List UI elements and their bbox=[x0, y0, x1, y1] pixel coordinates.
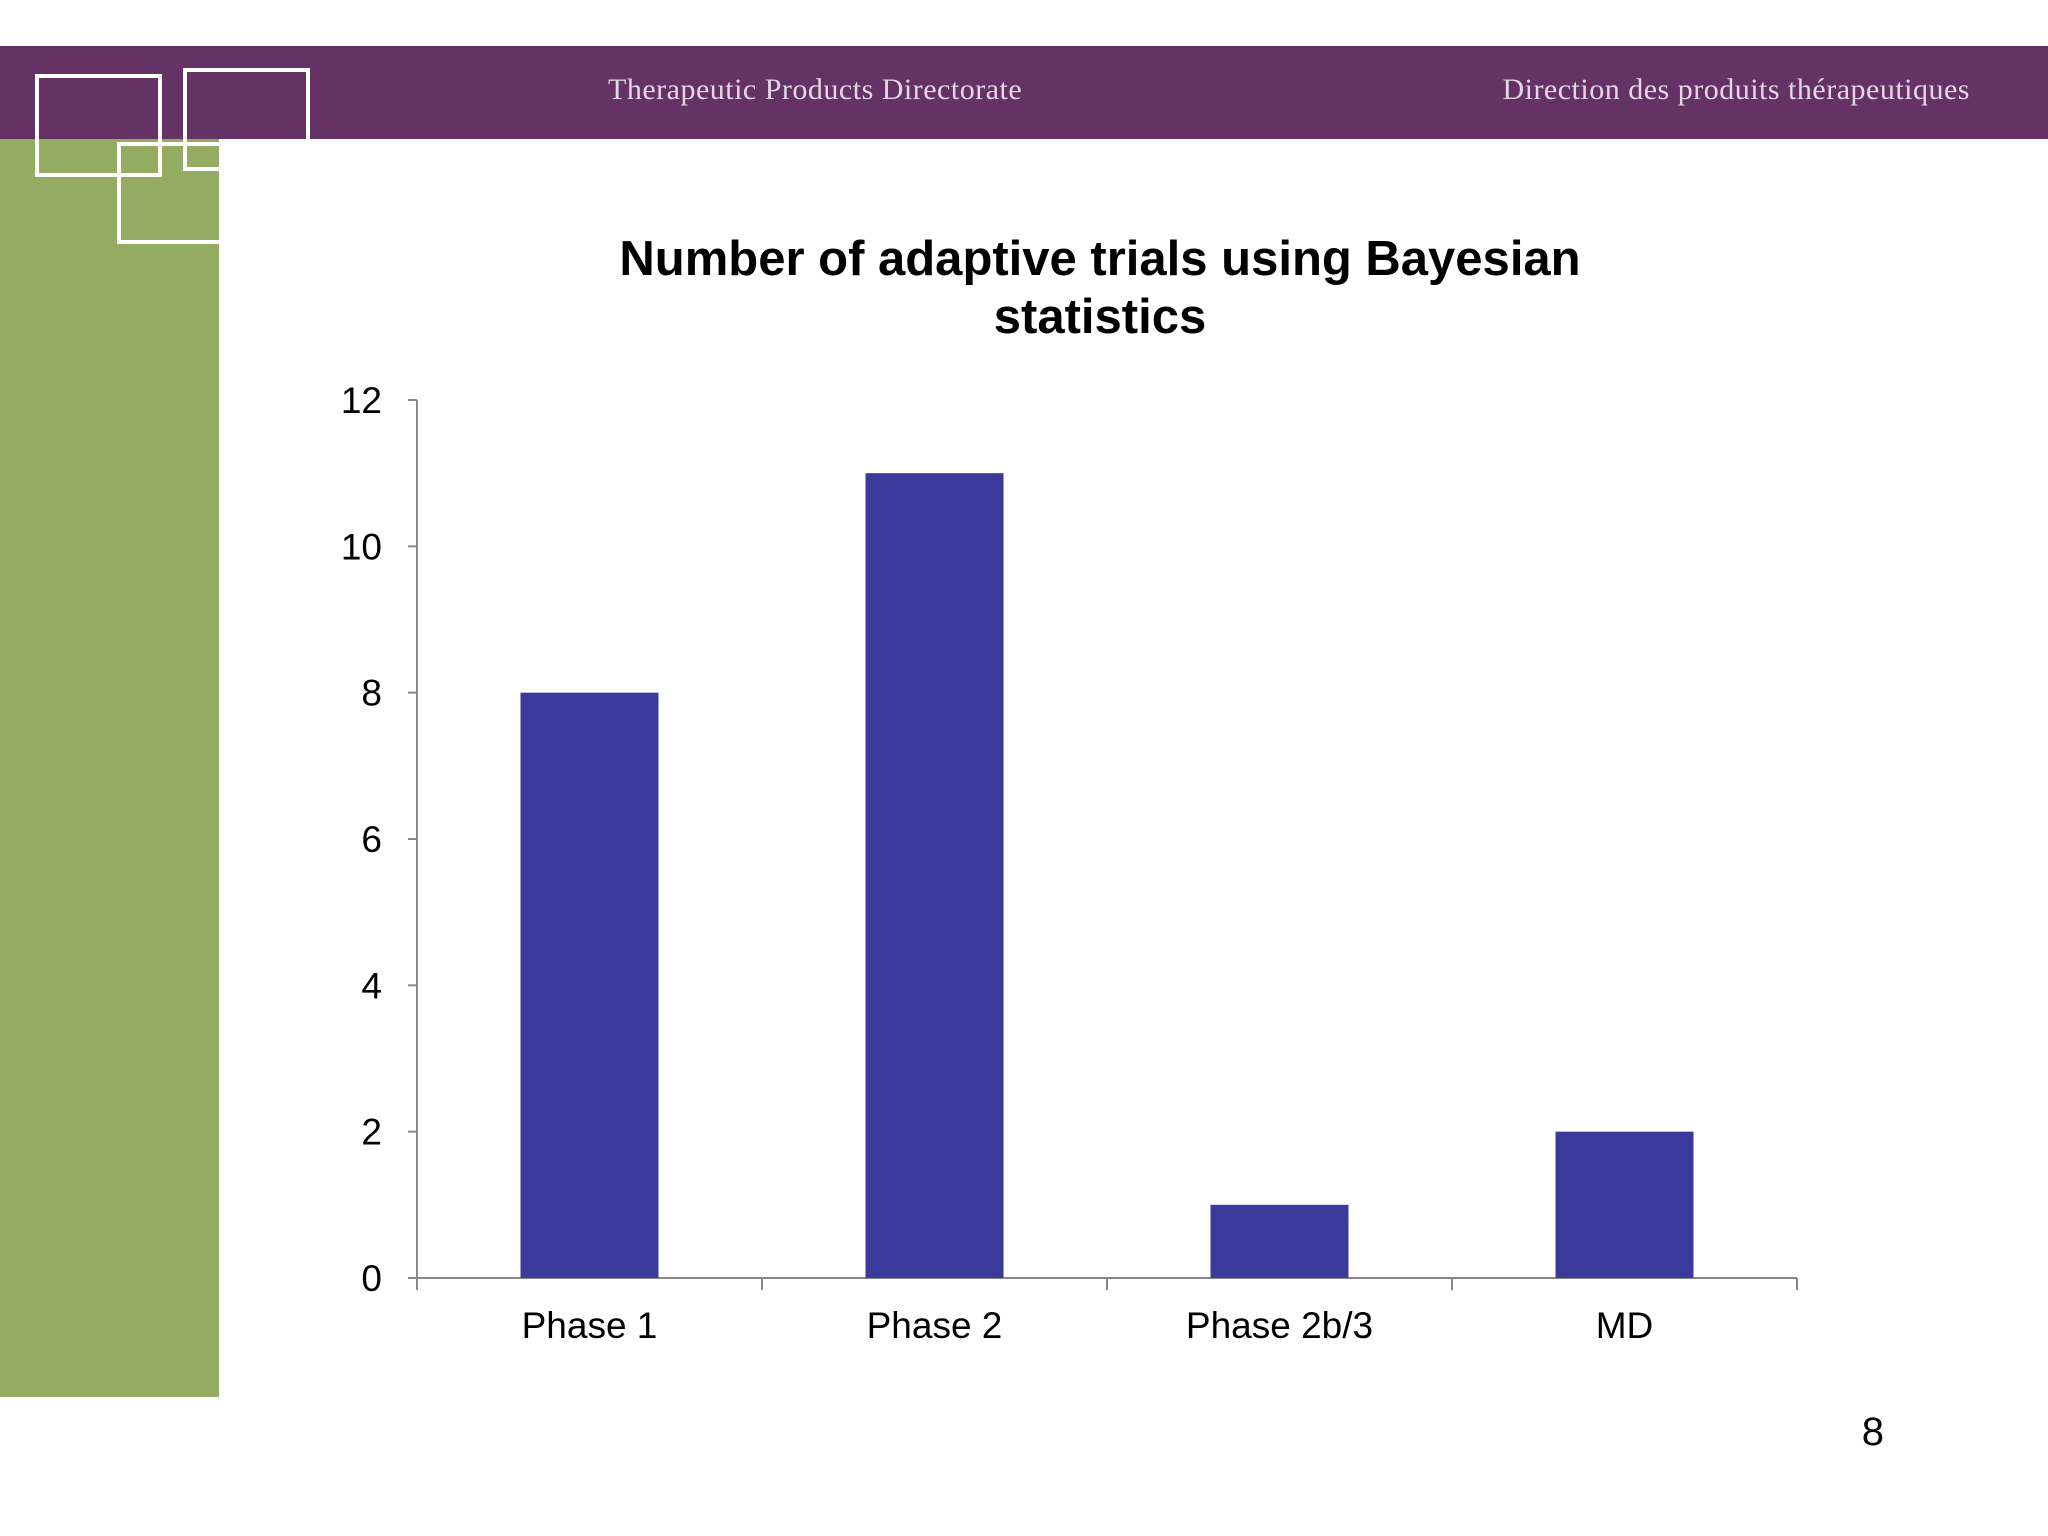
decorative-square-icon bbox=[35, 74, 162, 177]
y-tick-label: 4 bbox=[361, 965, 382, 1006]
x-category-label: Phase 2 bbox=[867, 1305, 1003, 1346]
x-category-label: Phase 2b/3 bbox=[1186, 1305, 1373, 1346]
page-number: 8 bbox=[1861, 1410, 1884, 1454]
bar bbox=[1555, 1131, 1694, 1278]
y-tick-label: 12 bbox=[341, 380, 382, 421]
decorative-square-icon bbox=[183, 68, 310, 171]
decorative-square-icon bbox=[117, 142, 219, 244]
header-title-english: Therapeutic Products Directorate bbox=[608, 73, 1023, 106]
x-category-label: Phase 1 bbox=[522, 1305, 658, 1346]
header-title-french: Direction des produits thérapeutiques bbox=[1502, 73, 1970, 106]
chart-title-line: Number of adaptive trials using Bayesian bbox=[619, 232, 1581, 286]
side-green-bar bbox=[0, 139, 219, 1397]
y-tick-label: 2 bbox=[361, 1112, 382, 1153]
bar bbox=[520, 692, 659, 1278]
y-tick-label: 10 bbox=[341, 526, 382, 567]
header-bar bbox=[0, 46, 2048, 139]
bar bbox=[865, 473, 1004, 1279]
y-tick-label: 0 bbox=[361, 1258, 382, 1299]
bar bbox=[1210, 1204, 1349, 1278]
y-tick-label: 8 bbox=[361, 673, 382, 714]
x-category-label: MD bbox=[1596, 1305, 1654, 1346]
chart-title: Number of adaptive trials using Bayesian… bbox=[500, 230, 1700, 346]
chart-title-line: statistics bbox=[993, 290, 1207, 344]
y-tick-label: 6 bbox=[361, 819, 382, 860]
